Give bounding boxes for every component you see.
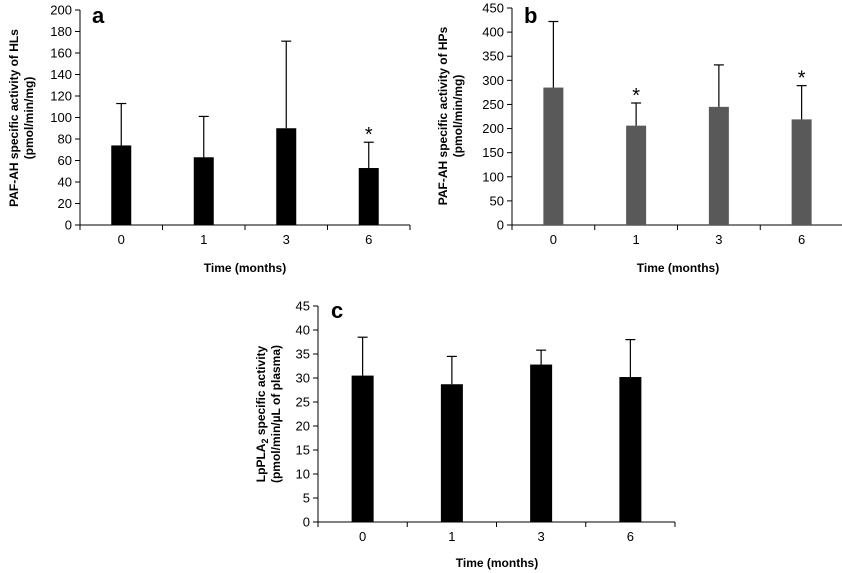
panel-c-x-tick-label: 6 bbox=[627, 529, 634, 544]
panel-b-x-tick-label: 6 bbox=[798, 232, 805, 247]
panel-c-y-axis-title-suffix: specific activity bbox=[254, 345, 268, 438]
panel-a-y-tick-label: 0 bbox=[65, 218, 72, 233]
panel-b-y-tick-label: 350 bbox=[482, 49, 504, 64]
panel-b-y-tick-label: 400 bbox=[482, 25, 504, 40]
panel-b-y-tick-label: 300 bbox=[482, 73, 504, 88]
panel-b-y-axis-title-line2: (pmol/min/mg) bbox=[451, 75, 465, 158]
panel-b-y-tick-label: 50 bbox=[490, 193, 504, 208]
panel-a-x-tick-label: 1 bbox=[200, 232, 207, 247]
panel-b-significance-marker: * bbox=[632, 85, 640, 107]
panel-a-y-tick-label: 80 bbox=[58, 132, 72, 147]
panel-c-chart: c LpPLA2 specific activity (pmol/min/µL … bbox=[254, 298, 676, 570]
panel-c-x-tick-label: 1 bbox=[448, 529, 455, 544]
panel-c-x-axis-title: Time (months) bbox=[456, 556, 538, 570]
panel-b-x-tick-label: 1 bbox=[633, 232, 640, 247]
panel-b-x-tick-label: 0 bbox=[550, 232, 557, 247]
panel-a-y-tick-label: 40 bbox=[58, 175, 72, 190]
panel-c-bar bbox=[619, 377, 642, 522]
panel-a-y-tick-label: 200 bbox=[50, 3, 72, 18]
panel-c-y-tick-label: 15 bbox=[296, 443, 310, 458]
panel-c-y-tick-label: 45 bbox=[296, 299, 310, 314]
panel-c-bar bbox=[530, 364, 553, 522]
panel-a-x-tick-label: 0 bbox=[118, 232, 125, 247]
panel-c-y-axis-title-subscript: 2 bbox=[260, 439, 270, 444]
panel-a-y-axis-title-line1: PAF-AH specific activity of HLs bbox=[7, 29, 21, 207]
panel-c-bar bbox=[440, 384, 463, 522]
panel-a-y-tick-label: 60 bbox=[58, 153, 72, 168]
panel-c-x-tick-label: 3 bbox=[538, 529, 545, 544]
panel-b-y-tick-label: 0 bbox=[497, 218, 504, 233]
panel-a-significance-marker: * bbox=[365, 124, 373, 146]
panel-b-y-tick-label: 450 bbox=[482, 1, 504, 16]
panel-a-y-tick-label: 20 bbox=[58, 196, 72, 211]
panel-a-chart: a PAF-AH specific activity of HLs (pmol/… bbox=[7, 3, 411, 275]
panel-a-letter: a bbox=[92, 3, 105, 28]
panel-a-x-tick-label: 3 bbox=[283, 232, 290, 247]
panel-a-bar bbox=[358, 168, 379, 225]
panel-c-y-tick-label: 5 bbox=[303, 491, 310, 506]
panel-b-y-tick-label: 150 bbox=[482, 145, 504, 160]
panel-b-x-tick-label: 3 bbox=[715, 232, 722, 247]
panel-c-y-axis-title-line1: LpPLA2 specific activity bbox=[254, 345, 270, 482]
panel-b-bar bbox=[543, 87, 564, 225]
panel-b-x-axis-title: Time (months) bbox=[637, 261, 719, 275]
panel-b-bar bbox=[626, 125, 647, 225]
panel-c-y-tick-label: 0 bbox=[303, 515, 310, 530]
panel-a-x-tick-label: 6 bbox=[365, 232, 372, 247]
panel-a-y-tick-label: 160 bbox=[50, 46, 72, 61]
panel-b-bar bbox=[791, 119, 812, 225]
panel-a-y-tick-label: 180 bbox=[50, 24, 72, 39]
panel-a-y-tick-label: 140 bbox=[50, 67, 72, 82]
panel-a-y-tick-label: 100 bbox=[50, 110, 72, 125]
panel-c-y-tick-label: 10 bbox=[296, 467, 310, 482]
panel-c-y-axis-title-line2: (pmol/min/µL of plasma) bbox=[269, 345, 283, 483]
panel-c-y-tick-label: 25 bbox=[296, 395, 310, 410]
panel-c-y-tick-label: 20 bbox=[296, 419, 310, 434]
panel-c-y-axis-title-prefix: LpPLA bbox=[254, 443, 268, 482]
panel-b-chart: b PAF-AH specific activity of HPs (pmol/… bbox=[436, 1, 842, 275]
panel-a-x-axis-title: Time (months) bbox=[204, 261, 286, 275]
panel-b-letter: b bbox=[524, 3, 537, 28]
panel-c-letter: c bbox=[331, 298, 343, 323]
panel-c-x-tick-label: 0 bbox=[359, 529, 366, 544]
panel-b-y-tick-label: 200 bbox=[482, 121, 504, 136]
panel-a-y-axis-title-line2: (pmol/min/mg) bbox=[22, 77, 36, 160]
panel-b-significance-marker: * bbox=[798, 68, 806, 90]
panel-b-y-axis-title: PAF-AH specific activity of HPs (pmol/mi… bbox=[436, 26, 465, 205]
panel-a-y-axis-title: PAF-AH specific activity of HLs (pmol/mi… bbox=[7, 29, 36, 207]
panel-c-y-tick-label: 30 bbox=[296, 371, 310, 386]
panel-a-bar bbox=[276, 128, 297, 225]
panel-b-bar bbox=[708, 106, 729, 225]
panel-c-y-tick-label: 40 bbox=[296, 323, 310, 338]
panel-b-y-axis-title-line1: PAF-AH specific activity of HPs bbox=[436, 26, 450, 205]
panel-a-bar bbox=[193, 157, 214, 225]
panel-c-y-axis-title: LpPLA2 specific activity (pmol/min/µL of… bbox=[254, 345, 283, 483]
panel-a-bar bbox=[111, 145, 132, 225]
panel-b-y-tick-label: 250 bbox=[482, 97, 504, 112]
panel-c-bar bbox=[351, 375, 374, 522]
panel-a-y-tick-label: 120 bbox=[50, 89, 72, 104]
panel-b-y-tick-label: 100 bbox=[482, 169, 504, 184]
panel-c-y-tick-label: 35 bbox=[296, 347, 310, 362]
